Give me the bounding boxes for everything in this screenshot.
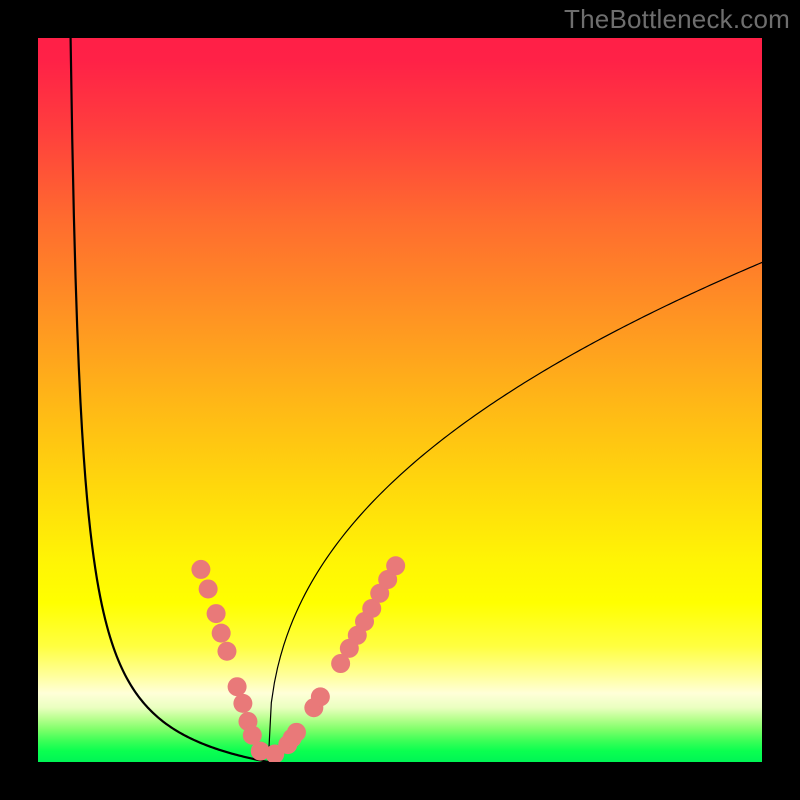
watermark-text: TheBottleneck.com: [564, 4, 790, 35]
marker-point: [207, 604, 226, 623]
marker-point: [233, 694, 252, 713]
marker-point: [191, 560, 210, 579]
marker-point: [199, 579, 218, 598]
marker-point: [386, 556, 405, 575]
marker-point: [217, 642, 236, 661]
marker-point: [311, 687, 330, 706]
marker-point: [228, 677, 247, 696]
plot-background: [38, 38, 762, 762]
marker-point: [212, 624, 231, 643]
marker-point: [287, 723, 306, 742]
chart-svg: [0, 0, 800, 800]
